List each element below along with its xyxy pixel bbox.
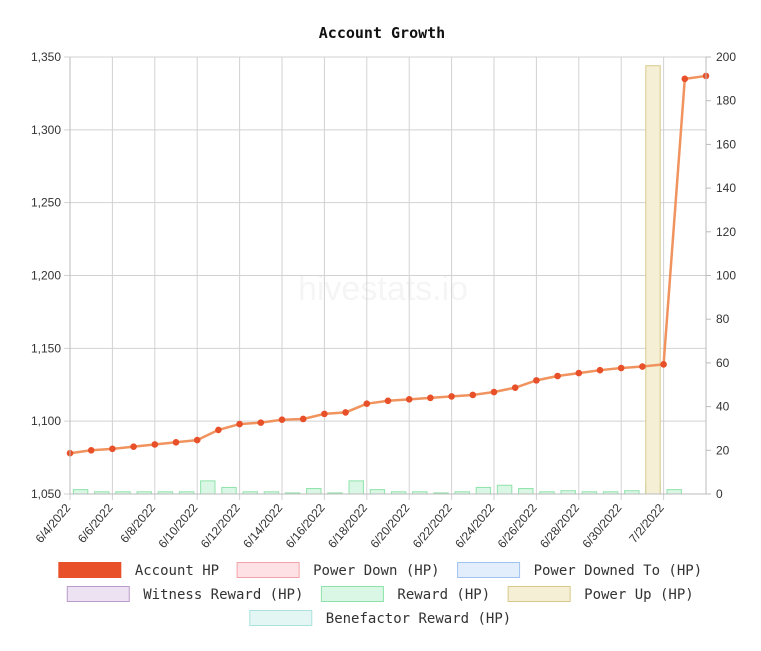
line-series <box>66 72 710 457</box>
x-tick-label: 6/22/2022 <box>410 501 455 551</box>
account-hp-point <box>215 426 222 434</box>
legend-swatch <box>457 562 521 578</box>
account-hp-point <box>511 384 519 391</box>
legend-swatch <box>320 586 384 602</box>
account-hp-point <box>617 364 625 372</box>
y-left-tick-label: 1,250 <box>31 196 61 210</box>
account-hp-point <box>278 416 286 424</box>
legend-label: Power Down (HP) <box>313 563 439 579</box>
legend-label: Reward (HP) <box>397 587 490 603</box>
account-hp-point <box>639 363 646 370</box>
x-tick-label: 7/2/2022 <box>626 501 667 546</box>
bar-reward-hp <box>475 486 492 495</box>
account-hp-point <box>193 436 201 444</box>
legend-label: Power Downed To (HP) <box>534 563 703 579</box>
y-left-tick-label: 1,050 <box>31 487 61 501</box>
x-tick-label: 6/8/2022 <box>117 501 158 546</box>
chart-title: Account Growth <box>319 24 445 42</box>
account-hp-point <box>469 391 477 399</box>
legend-label: Benefactor Reward (HP) <box>326 611 511 627</box>
x-tick-label: 6/14/2022 <box>240 501 285 551</box>
x-tick-label: 6/10/2022 <box>155 501 200 551</box>
bars <box>72 65 682 495</box>
bar-reward-hp <box>200 480 216 495</box>
y-right-tick-label: 180 <box>716 94 736 108</box>
bar-reward-hp <box>221 486 237 495</box>
x-tick-label: 6/20/2022 <box>367 501 412 551</box>
y-right-tick-label: 140 <box>716 181 736 195</box>
account-hp-point <box>172 438 180 446</box>
x-tick-label: 6/4/2022 <box>33 501 74 546</box>
y-right-tick-label: 20 <box>716 443 730 457</box>
account-hp-point <box>427 394 434 402</box>
x-tick-label: 6/28/2022 <box>537 501 582 551</box>
y-right-tick-label: 40 <box>716 400 730 414</box>
bar-reward-hp <box>666 489 682 495</box>
account-hp-point <box>490 388 498 396</box>
x-tick-label: 6/16/2022 <box>283 501 328 551</box>
bar-reward-hp <box>518 488 534 495</box>
y-right-tick-label: 60 <box>716 356 730 370</box>
legend-label: Witness Reward (HP) <box>143 587 303 603</box>
account-hp-point <box>87 447 95 454</box>
account-hp-point <box>299 415 307 423</box>
account-hp-point <box>130 443 137 450</box>
y-left-tick-label: 1,200 <box>31 269 61 283</box>
y-right-tick-label: 100 <box>716 269 736 283</box>
bar-reward-hp <box>369 489 386 495</box>
y-right-tick-label: 80 <box>716 312 730 326</box>
bar-reward-hp <box>306 488 322 495</box>
x-tick-label: 6/12/2022 <box>198 501 243 551</box>
account-hp-point <box>342 409 349 416</box>
x-tick-label: 6/24/2022 <box>452 501 497 551</box>
account-hp-point <box>405 396 413 403</box>
bar-reward-hp <box>348 480 364 495</box>
account-hp-point <box>109 445 116 453</box>
y-right-tick-label: 200 <box>716 50 736 64</box>
legend-swatch <box>66 586 130 602</box>
legend-swatch <box>249 610 313 626</box>
y-right-tick-label: 160 <box>716 137 736 151</box>
bar-power-up-hp <box>645 65 661 495</box>
account-hp-point <box>236 420 243 428</box>
x-tick-label: 6/26/2022 <box>495 501 540 551</box>
y-left-tick-label: 1,100 <box>31 414 61 428</box>
account-hp-point <box>257 419 265 426</box>
y-left-tick-label: 1,300 <box>31 123 61 137</box>
account-hp-line <box>69 74 707 455</box>
x-tick-label: 6/18/2022 <box>325 501 370 551</box>
bar-reward-hp <box>72 489 89 495</box>
account-hp-point <box>384 397 392 405</box>
legend-label: Account HP <box>135 563 219 579</box>
y-left-tick-label: 1,350 <box>31 50 61 64</box>
bar-reward-hp <box>496 484 513 495</box>
legend-label: Power Up (HP) <box>584 587 694 603</box>
account-hp-point <box>448 393 455 400</box>
account-hp-point <box>363 400 371 407</box>
account-hp-point <box>681 75 689 83</box>
legend: Account HP Power Down (HP) Power Downed To… <box>58 562 703 627</box>
account-hp-point <box>321 410 328 418</box>
account-hp-point <box>151 441 159 448</box>
account-hp-point <box>533 377 540 384</box>
legend-swatch <box>58 562 122 578</box>
y-left-tick-label: 1,150 <box>31 341 61 355</box>
legend-swatch <box>236 562 300 578</box>
x-tick-label: 6/30/2022 <box>579 501 624 551</box>
legend-swatch <box>507 586 571 602</box>
account-hp-point <box>554 372 561 380</box>
y-right-tick-label: 120 <box>716 225 736 239</box>
account-hp-point <box>660 361 667 368</box>
x-tick-label: 6/6/2022 <box>75 501 116 546</box>
account-hp-point <box>596 366 604 374</box>
account-hp-point <box>575 369 583 377</box>
y-right-tick-label: 0 <box>716 487 723 501</box>
